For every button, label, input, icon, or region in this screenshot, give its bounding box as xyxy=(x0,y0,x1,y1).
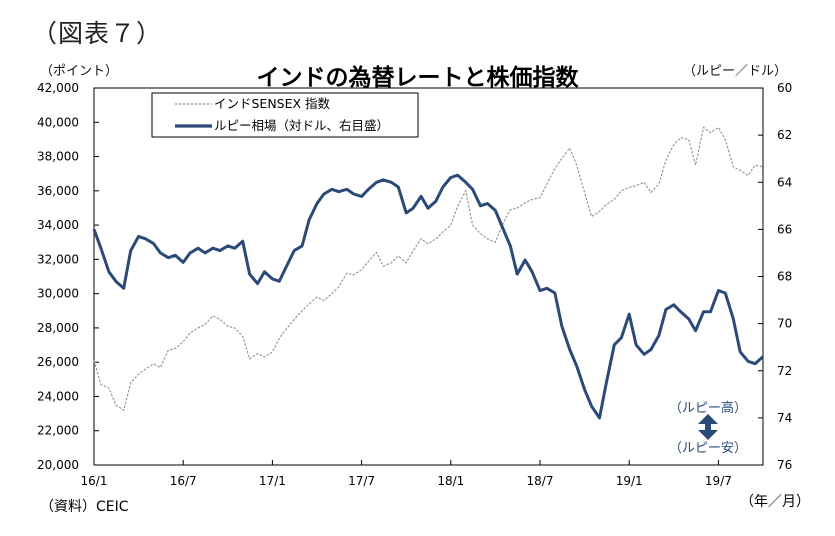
right-axis-tick-label: 70 xyxy=(777,317,792,331)
x-axis-unit: （年／月） xyxy=(740,494,810,510)
chart-axes: 20,000 22,000 24,000 26,000 28,000 30,000 32,0… xyxy=(37,81,792,488)
right-axis-tick-label: 66 xyxy=(777,222,792,236)
right-axis-unit: （ルピー／ドル） xyxy=(683,64,788,79)
series-sensex xyxy=(93,126,764,412)
x-axis-tick-label: 17/7 xyxy=(348,474,375,488)
plot-frame xyxy=(93,87,764,466)
left-axis-tick-label: 24,000 xyxy=(37,389,79,403)
x-axis-tick-label: 16/7 xyxy=(170,474,197,488)
right-axis-tick-label: 76 xyxy=(777,458,792,472)
legend-rupee-label: ルピー相場（対ドル、右目盛） xyxy=(214,118,389,133)
right-axis-tick-label: 60 xyxy=(777,81,792,95)
left-axis-tick-label: 22,000 xyxy=(37,424,79,438)
left-axis-tick-label: 42,000 xyxy=(37,81,79,95)
left-axis-tick-label: 40,000 xyxy=(37,115,79,129)
x-axis-tick-label: 16/1 xyxy=(81,474,108,488)
annotation-rupee-strong: （ルピー高） xyxy=(669,400,747,416)
left-axis-tick-label: 38,000 xyxy=(37,150,79,164)
legend-sensex-label: インドSENSEX 指数 xyxy=(214,96,331,111)
x-axis-tick-label: 17/1 xyxy=(259,474,286,488)
left-axis-tick-label: 36,000 xyxy=(37,184,79,198)
sensex-line xyxy=(93,126,764,412)
left-axis-unit: （ポイント） xyxy=(40,64,119,79)
right-axis-tick-label: 68 xyxy=(777,270,792,284)
figure-label: （図表７） xyxy=(32,19,163,48)
left-axis-tick-label: 28,000 xyxy=(37,321,79,335)
chart-annotations: （ルピー高） （ルピー安） xyxy=(669,400,747,456)
source-note: （資料）CEIC xyxy=(40,499,129,515)
x-axis-tick-label: 18/1 xyxy=(437,474,464,488)
chart-title: インドの為替レートと株価指数 xyxy=(256,65,579,91)
series-rupee xyxy=(92,173,765,420)
left-axis-tick-label: 32,000 xyxy=(37,252,79,266)
x-axis-tick-label: 19/7 xyxy=(705,474,732,488)
x-axis-tick-label: 19/1 xyxy=(616,474,643,488)
left-axis-tick-label: 26,000 xyxy=(37,355,79,369)
right-axis-tick-label: 72 xyxy=(777,364,792,378)
annotation-rupee-weak: （ルピー安） xyxy=(669,441,747,456)
x-axis-tick-label: 18/7 xyxy=(527,474,554,488)
left-axis-tick-label: 20,000 xyxy=(37,458,79,472)
left-axis-tick-label: 34,000 xyxy=(37,218,79,232)
legend-box xyxy=(151,92,419,138)
right-axis-tick-label: 74 xyxy=(777,411,792,425)
left-axis-tick-label: 30,000 xyxy=(37,287,79,301)
rupee-line xyxy=(92,173,765,420)
right-axis-tick-label: 62 xyxy=(777,128,792,142)
right-axis-tick-label: 64 xyxy=(777,175,792,189)
double-arrow-icon xyxy=(698,414,718,440)
